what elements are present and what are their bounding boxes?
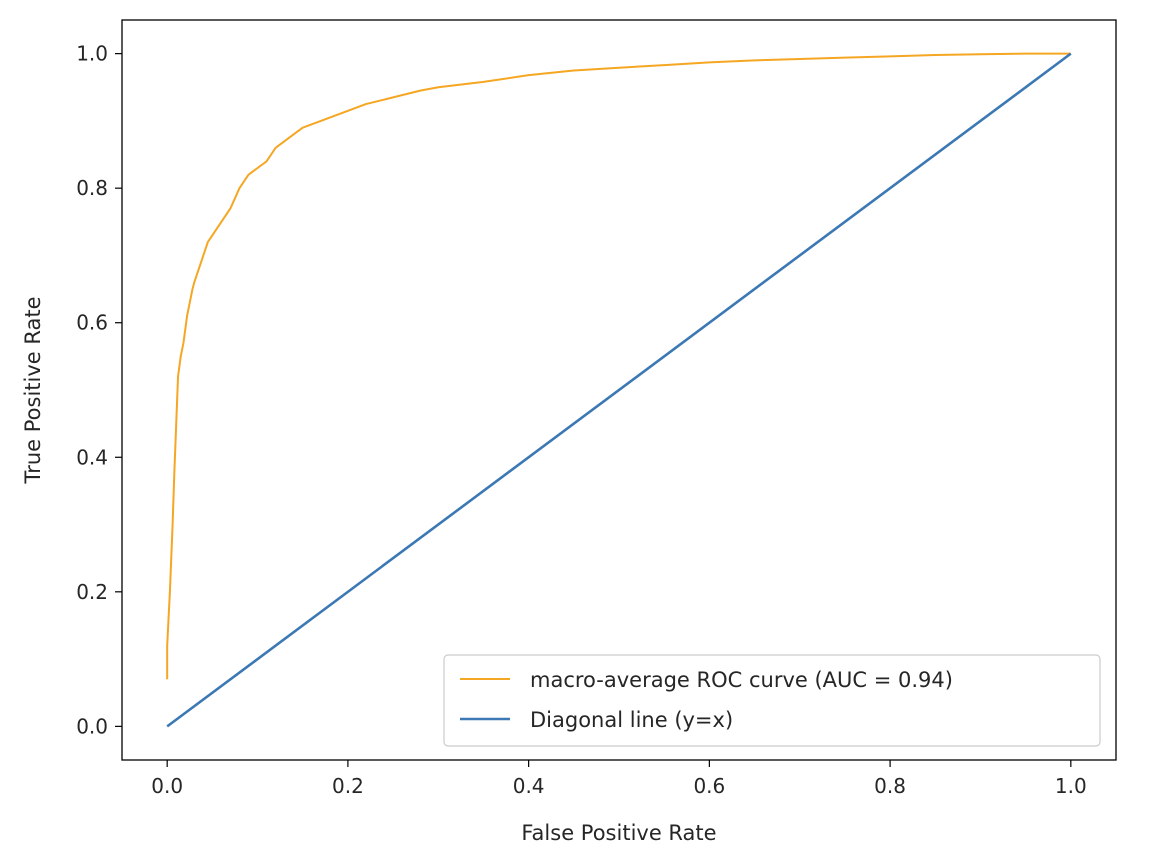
y-axis-ticks: 0.0 0.2 0.4 0.6 0.8 1.0 — [76, 42, 122, 738]
legend-label-diagonal: Diagonal line (y=x) — [530, 708, 733, 732]
x-axis-ticks: 0.0 0.2 0.4 0.6 0.8 1.0 — [151, 760, 1087, 798]
x-axis-label: False Positive Rate — [521, 821, 716, 845]
y-tick-label: 0.6 — [76, 311, 108, 335]
y-tick-label: 0.8 — [76, 176, 108, 200]
y-tick-label: 1.0 — [76, 42, 108, 66]
y-tick-label: 0.2 — [76, 580, 108, 604]
series-lines — [166, 52, 1072, 728]
y-tick-label: 0.4 — [76, 445, 108, 469]
x-tick-label: 0.6 — [693, 774, 725, 798]
x-tick-label: 0.4 — [513, 774, 545, 798]
diagonal-line — [166, 52, 1072, 728]
x-tick-label: 0.0 — [151, 774, 183, 798]
x-tick-label: 0.8 — [874, 774, 906, 798]
legend-box — [443, 654, 1101, 747]
legend-label-roc: macro-average ROC curve (AUC = 0.94) — [530, 668, 953, 692]
roc-curve-line — [166, 52, 1071, 680]
x-tick-label: 0.2 — [332, 774, 364, 798]
y-axis-label: True Positive Rate — [21, 296, 45, 484]
legend: macro-average ROC curve (AUC = 0.94) Dia… — [443, 654, 1101, 747]
x-tick-label: 1.0 — [1055, 774, 1087, 798]
y-tick-label: 0.0 — [76, 714, 108, 738]
